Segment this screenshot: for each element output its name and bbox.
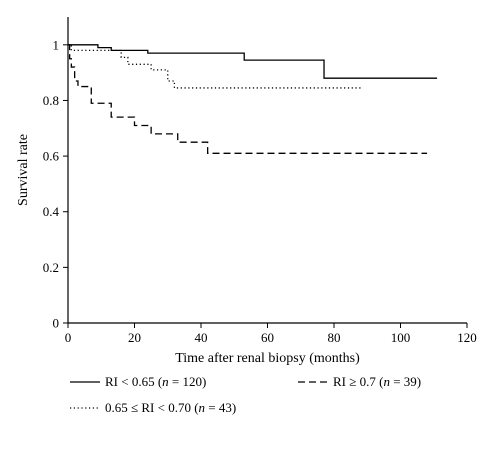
y-tick-label: 0.4 — [43, 204, 60, 219]
x-axis-title: Time after renal biopsy (months) — [175, 351, 360, 366]
y-tick-label: 0.6 — [43, 149, 60, 164]
y-tick-label: 0 — [53, 316, 60, 331]
y-axis-title: Survival rate — [16, 134, 31, 206]
x-tick-label: 20 — [128, 330, 141, 345]
legend-label-2: RI ≥ 0.7 (n = 39) — [333, 374, 421, 389]
x-tick-label: 0 — [65, 330, 72, 345]
x-tick-label: 120 — [457, 330, 477, 345]
legend-label-0: RI < 0.65 (n = 120) — [105, 374, 206, 389]
tick-labels: 0 20 40 60 80 100 120 0 0.2 0.4 0.6 0.8 1 — [43, 37, 477, 345]
x-tick-label: 40 — [195, 330, 208, 345]
legend-label-1: 0.65 ≤ RI < 0.70 (n = 43) — [105, 400, 236, 415]
axes — [63, 17, 468, 328]
series-layer — [68, 44, 438, 154]
series-line-1 — [68, 44, 361, 89]
x-tick-label: 80 — [328, 330, 341, 345]
legend: RI < 0.65 (n = 120) 0.65 ≤ RI < 0.70 (n =… — [70, 374, 421, 415]
y-tick-label: 0.8 — [43, 93, 59, 108]
x-tick-label: 100 — [391, 330, 411, 345]
series-line-0 — [68, 44, 438, 79]
y-tick-label: 1 — [53, 37, 60, 52]
series-line-2 — [68, 44, 428, 154]
x-tick-label: 60 — [261, 330, 274, 345]
y-tick-label: 0.2 — [43, 260, 59, 275]
